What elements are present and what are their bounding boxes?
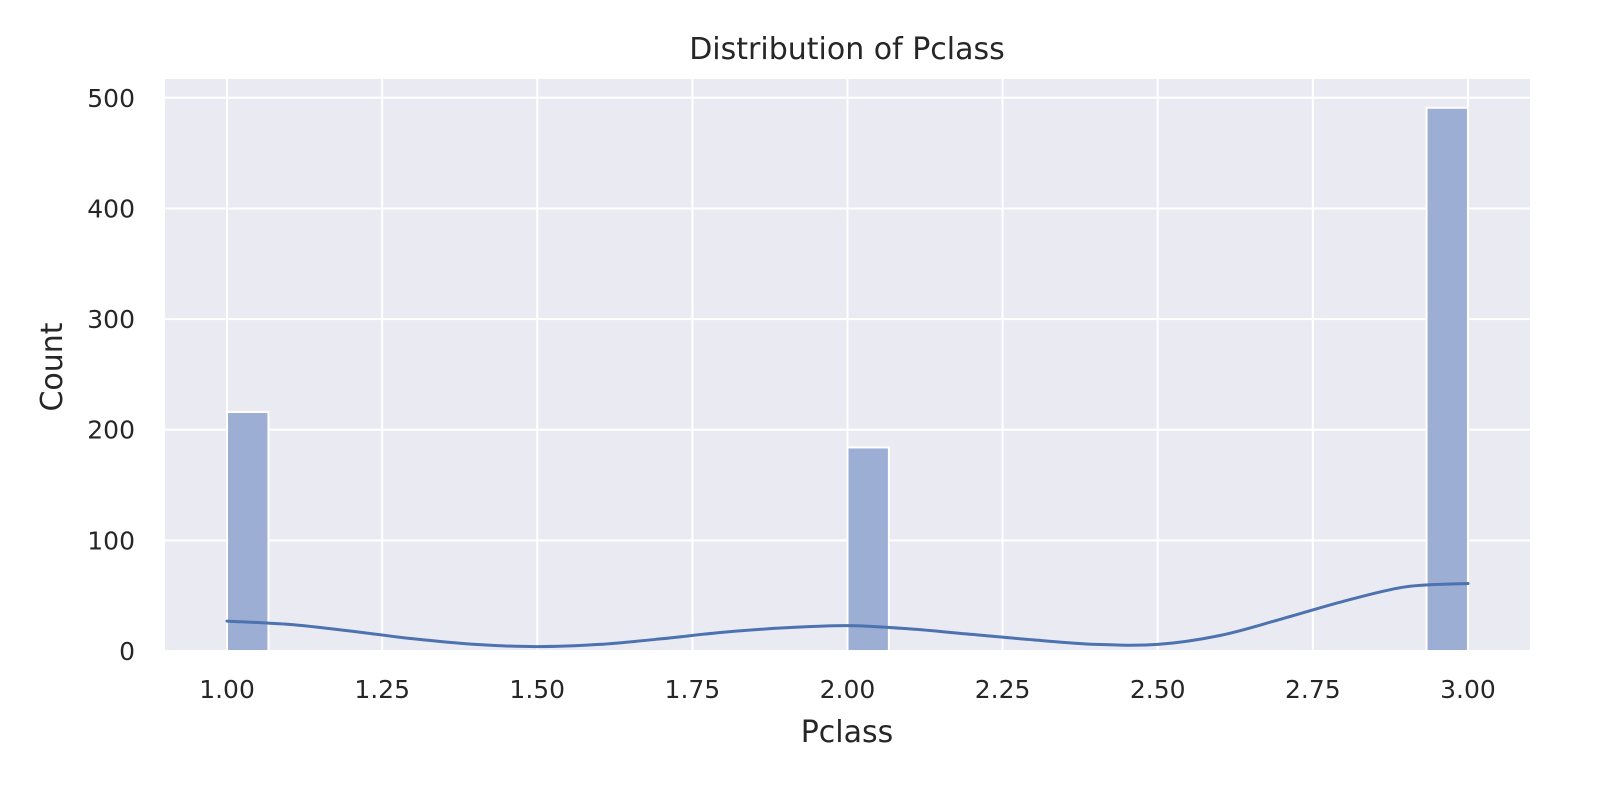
y-tick-label: 0 [119,637,135,666]
y-tick-label: 100 [87,526,135,555]
histogram-bar [226,411,270,652]
histogram-bars [226,106,1469,653]
histogram-bar [846,446,890,652]
x-tick-label: 2.00 [820,675,876,704]
y-axis-label: Count [35,322,70,411]
y-tick-label: 200 [87,416,135,445]
x-tick-label: 1.50 [509,675,565,704]
kde-curve [225,582,1470,649]
x-tick-label: 1.00 [199,675,255,704]
y-tick-label: 400 [87,194,135,223]
x-axis-label: Pclass [801,715,894,750]
chart-title: Distribution of Pclass [689,32,1005,67]
histogram-bar [1425,106,1469,653]
x-tick-label: 2.50 [1130,675,1186,704]
y-axis-ticks: 0 100 200 300 400 500 [87,84,135,666]
x-axis-ticks: 1.00 1.25 1.50 1.75 2.00 2.25 2.50 2.75 3.00 [199,675,1496,704]
y-tick-label: 500 [87,84,135,113]
x-tick-label: 3.00 [1440,675,1496,704]
x-tick-label: 1.25 [354,675,410,704]
x-tick-label: 2.25 [975,675,1031,704]
y-tick-label: 300 [87,305,135,334]
x-tick-label: 1.75 [665,675,721,704]
x-tick-label: 2.75 [1285,675,1341,704]
